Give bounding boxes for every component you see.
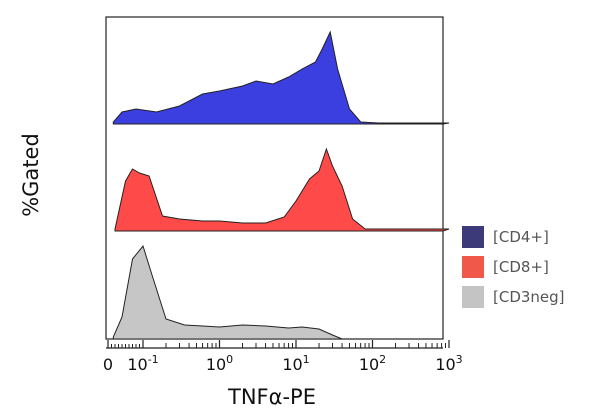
- x-tick-label: 101: [282, 353, 309, 374]
- legend-swatch-cd8: [462, 256, 484, 278]
- x-tick-label: 103: [435, 353, 462, 374]
- legend-label-cd4: [CD4+]: [493, 228, 549, 246]
- x-axis-label: TNFα-PE: [227, 385, 316, 409]
- legend-item-cd3neg: [CD3neg]: [462, 286, 587, 308]
- legend-item-cd4: [CD4+]: [462, 226, 587, 248]
- histogram-cd4: [112, 30, 450, 125]
- legend: [CD4+] [CD8+] [CD3neg]: [462, 226, 587, 316]
- legend-swatch-cd4: [462, 226, 484, 248]
- histogram-cd8: [114, 147, 450, 232]
- plot-area: [105, 16, 450, 340]
- x-tick-label: 10-1: [127, 353, 158, 374]
- legend-label-cd3neg: [CD3neg]: [493, 288, 565, 306]
- legend-swatch-cd3neg: [462, 286, 484, 308]
- x-axis: 0 10-1 100 101 102 103: [103, 340, 463, 374]
- y-axis-label: %Gated: [19, 133, 43, 217]
- legend-label-cd8: [CD8+]: [493, 258, 549, 276]
- histogram-cd3neg: [112, 244, 343, 340]
- x-tick-label: 0: [103, 355, 113, 374]
- legend-item-cd8: [CD8+]: [462, 256, 587, 278]
- x-tick-label: 100: [206, 353, 233, 374]
- x-tick-label: 102: [359, 353, 386, 374]
